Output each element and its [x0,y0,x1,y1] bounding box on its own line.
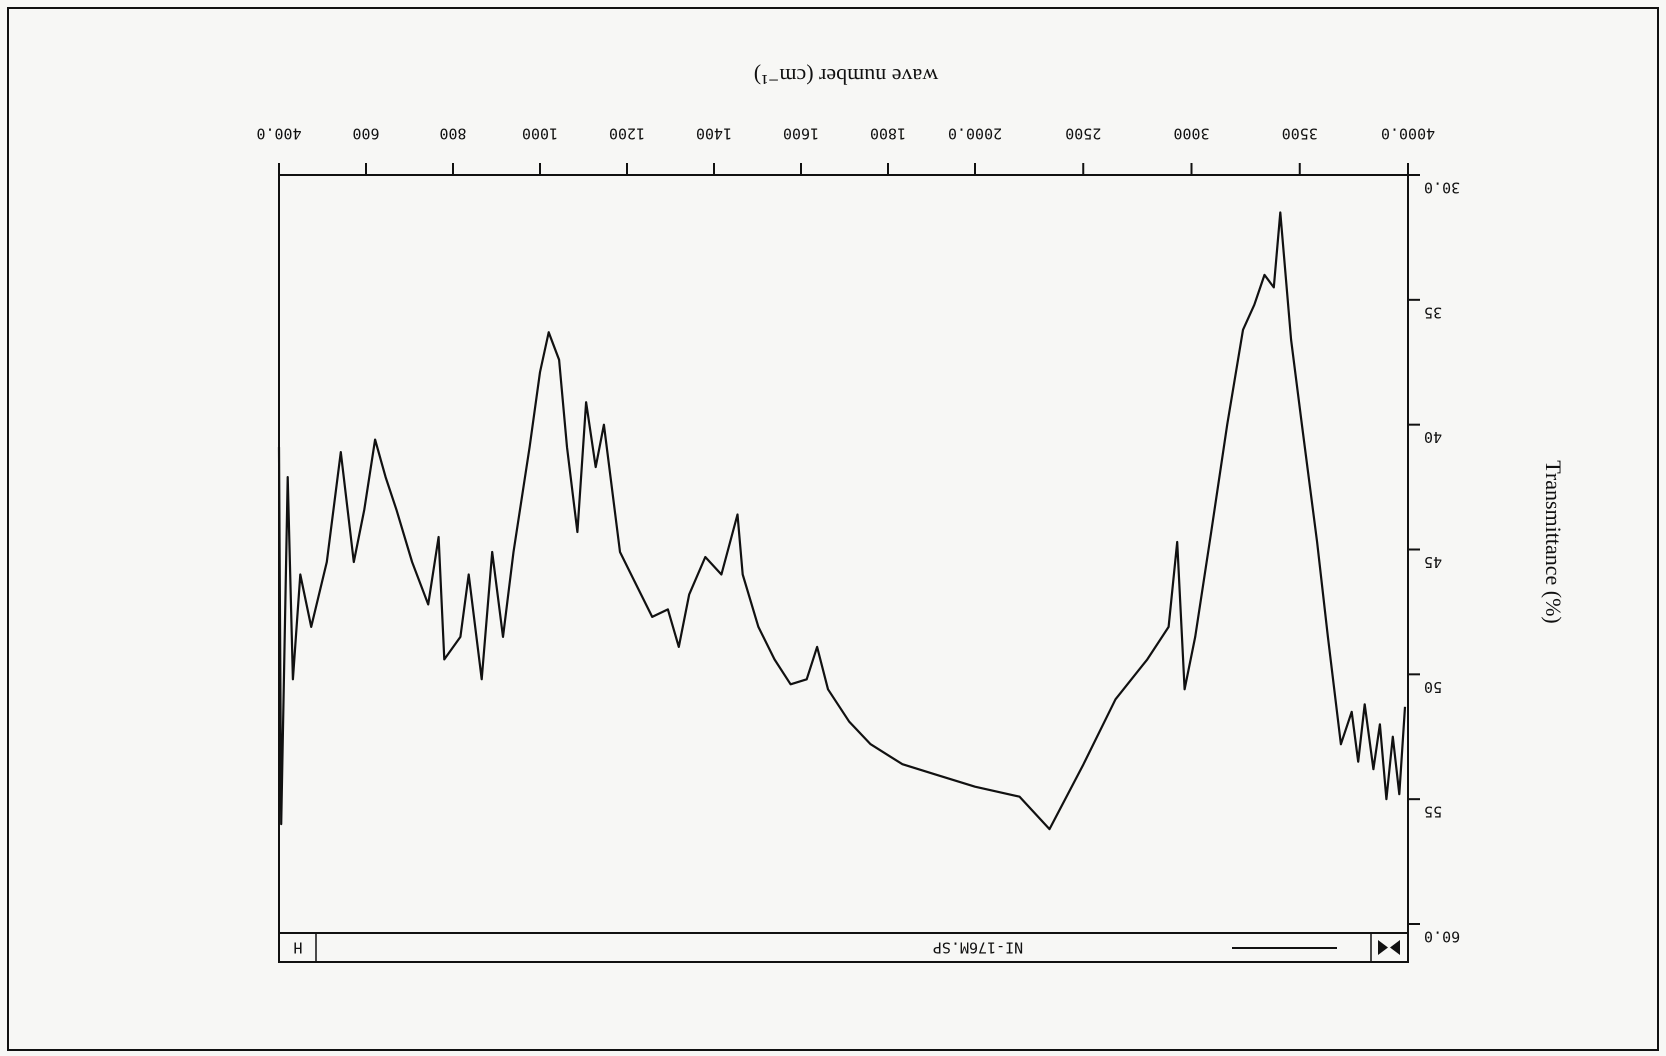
plot-frame [278,174,1409,963]
x-tick-label: 3500 [1282,125,1318,143]
y-tick-label: 60.0 [1424,928,1460,946]
y-tick-label: 35 [1424,303,1442,321]
x-tick-label: 2000.0 [948,125,1002,143]
y-tick-label: 50 [1424,678,1442,696]
x-tick-label: 800 [439,125,466,143]
chart-title: NI-176M.SP [933,939,1023,957]
spectrum-line [277,211,1407,831]
y-tick-label: 45 [1424,553,1442,571]
h-icon: H [293,939,302,957]
x-tick-label: 3000 [1173,125,1209,143]
x-axis-label: wave number (cm⁻¹) [754,64,938,89]
y-tick-label: 55 [1424,803,1442,821]
y-tick-label: 40 [1424,428,1442,446]
x-tick-label: 4000.0 [1381,125,1435,143]
y-axis-label: Transmittance (%) [1541,460,1566,624]
x-tick-label: 1600 [783,125,819,143]
x-tick-label: 1800 [870,125,906,143]
zoom-icon [1378,940,1400,955]
page-border [7,7,1659,1051]
x-tick-label: 1200 [609,125,645,143]
x-tick-label: 1000 [522,125,558,143]
y-tick-label: 30.0 [1424,179,1460,197]
x-tick-label: 400.0 [256,125,301,143]
x-tick-label: 1400 [696,125,732,143]
x-tick-label: 600 [352,125,379,143]
x-tick-label: 2500 [1065,125,1101,143]
